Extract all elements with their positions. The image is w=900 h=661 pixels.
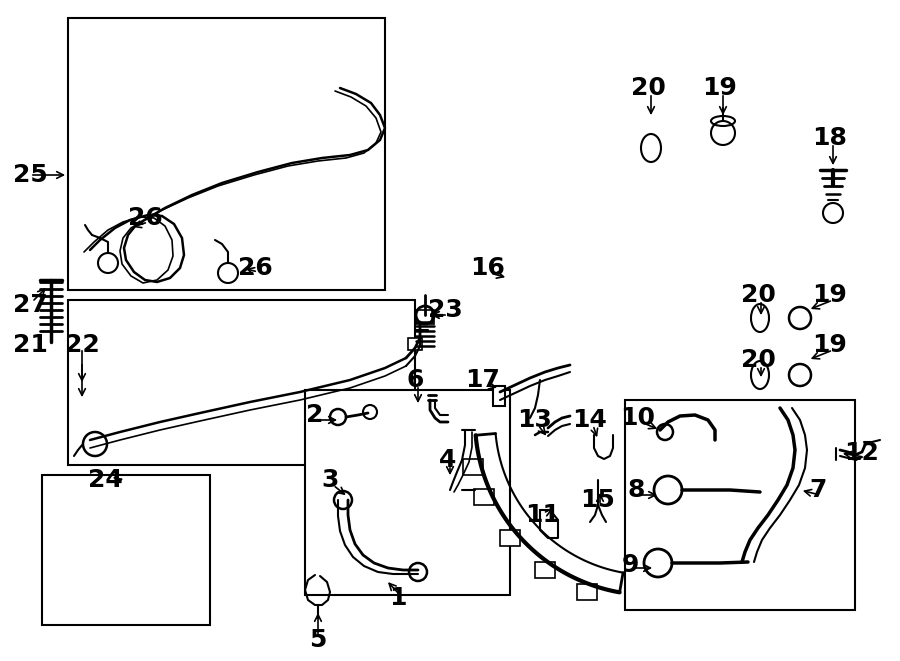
Text: 21: 21: [13, 333, 48, 357]
Text: 4: 4: [439, 448, 456, 472]
Bar: [408, 338, 422, 350]
Text: 27: 27: [13, 293, 48, 317]
Bar: [42, 475, 210, 625]
Text: 1: 1: [389, 586, 407, 610]
Bar: [416, 310, 434, 324]
Bar: [493, 386, 505, 406]
Text: 3: 3: [321, 468, 338, 492]
Text: 22: 22: [65, 333, 99, 357]
Text: 15: 15: [580, 488, 616, 512]
Bar: [464, 459, 483, 475]
Text: 20: 20: [631, 76, 665, 100]
Bar: [500, 529, 520, 545]
Bar: [305, 390, 510, 595]
Text: 20: 20: [741, 283, 776, 307]
Text: 25: 25: [13, 163, 48, 187]
Text: 19: 19: [703, 76, 737, 100]
Text: 24: 24: [87, 468, 122, 492]
Text: 20: 20: [741, 348, 776, 372]
Bar: [578, 584, 598, 600]
Text: 14: 14: [572, 408, 608, 432]
Text: 6: 6: [406, 368, 424, 392]
Text: 26: 26: [238, 256, 273, 280]
Text: 19: 19: [813, 283, 848, 307]
Bar: [474, 489, 494, 506]
Text: 13: 13: [518, 408, 553, 432]
Text: 19: 19: [813, 333, 848, 357]
Text: 17: 17: [465, 368, 500, 392]
Text: 16: 16: [471, 256, 506, 280]
Text: 10: 10: [620, 406, 655, 430]
Text: 2: 2: [306, 403, 324, 427]
Text: 18: 18: [813, 126, 848, 150]
Text: 8: 8: [627, 478, 644, 502]
Text: 11: 11: [526, 503, 561, 527]
Text: 5: 5: [310, 628, 327, 652]
Text: 9: 9: [621, 553, 639, 577]
Text: 26: 26: [128, 206, 162, 230]
Bar: [535, 562, 555, 578]
Text: 12: 12: [844, 441, 879, 465]
Bar: [625, 400, 855, 610]
Bar: [68, 300, 415, 465]
Text: 7: 7: [809, 478, 827, 502]
Bar: [68, 18, 385, 290]
Text: 23: 23: [428, 298, 463, 322]
